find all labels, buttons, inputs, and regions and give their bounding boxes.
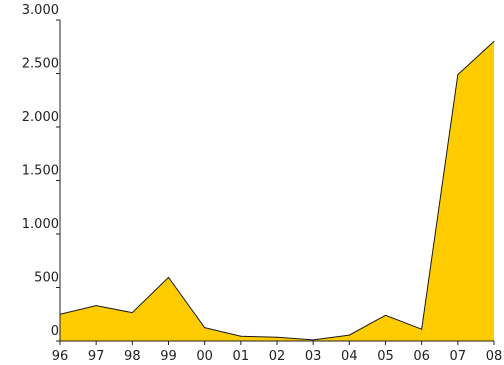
x-tick-label: 05 bbox=[377, 349, 394, 364]
x-tick-label: 08 bbox=[486, 349, 503, 364]
x-tick-label: 06 bbox=[413, 349, 430, 364]
y-tick-label: 3.000 bbox=[22, 3, 59, 18]
y-tick-labels: 0 500 1.000 1.500 2.000 2.500 3.000 bbox=[22, 3, 60, 342]
x-tick-label: 02 bbox=[269, 349, 286, 364]
data-point-01 bbox=[240, 335, 242, 337]
data-point-07 bbox=[457, 74, 459, 76]
data-point-05 bbox=[385, 314, 386, 316]
x-tick-label: 03 bbox=[305, 349, 322, 364]
x-tick-label: 97 bbox=[88, 349, 105, 364]
area-layer bbox=[59, 40, 495, 342]
data-point-04 bbox=[348, 334, 350, 336]
data-point-99 bbox=[168, 276, 169, 278]
data-point-98 bbox=[131, 312, 133, 314]
x-tick-labels: 96 97 98 99 00 01 02 03 04 05 06 07 08 bbox=[52, 341, 503, 364]
x-tick-label: 07 bbox=[450, 349, 467, 364]
x-tick-label: 98 bbox=[124, 349, 141, 364]
x-tick-label: 99 bbox=[160, 349, 177, 364]
y-tick-label: 0 bbox=[51, 324, 59, 339]
x-tick-label: 04 bbox=[341, 349, 358, 364]
y-tick-label: 2.500 bbox=[22, 57, 59, 72]
x-tick-label: 01 bbox=[233, 349, 250, 364]
data-point-02 bbox=[276, 336, 278, 338]
y-tick-label: 2.000 bbox=[22, 110, 59, 125]
x-tick-label: 00 bbox=[196, 349, 213, 364]
data-point-00 bbox=[204, 327, 206, 329]
data-point-03 bbox=[312, 339, 314, 341]
y-tick-label: 500 bbox=[34, 271, 59, 286]
y-tick-label: 1.500 bbox=[22, 164, 59, 179]
data-point-97 bbox=[95, 305, 97, 307]
data-point-06 bbox=[421, 328, 423, 330]
x-tick-label: 96 bbox=[52, 349, 69, 364]
y-tick-label: 1.000 bbox=[22, 217, 59, 232]
data-point-08 bbox=[493, 40, 495, 42]
area-series bbox=[60, 41, 494, 342]
